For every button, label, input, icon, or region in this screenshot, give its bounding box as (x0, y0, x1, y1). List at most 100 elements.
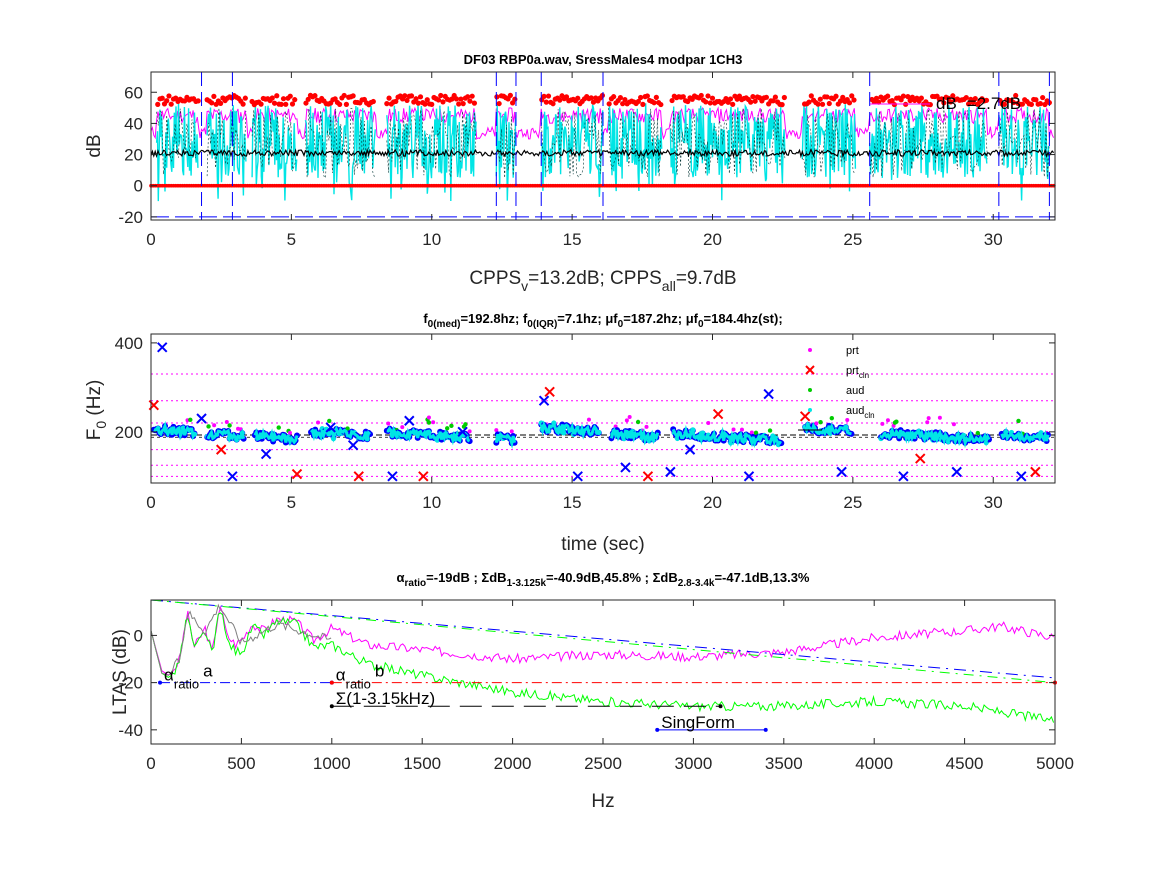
bottom-xtick-label: 2000 (494, 754, 532, 773)
f0-magenta-dot (814, 421, 819, 426)
red-energy-dot (819, 101, 826, 107)
f0-magenta-dot (386, 421, 391, 426)
red-energy-dot (705, 93, 711, 99)
f0-contour (206, 427, 246, 444)
red-energy-dot (240, 101, 246, 107)
f0-magenta-dot (467, 429, 472, 434)
legend-marker-dot (808, 408, 812, 412)
f0-magenta-dot (845, 418, 850, 423)
middle-panel-ylabel-post: (Hz) (84, 380, 105, 421)
middle-ytick-label: 200 (115, 423, 143, 442)
f0-outlier-x (215, 444, 227, 455)
red-energy-dot (303, 100, 309, 106)
cyan-cpp-trace (607, 103, 663, 192)
red-energy-dot (274, 93, 280, 99)
title-part: =-19dB ; ΣdB (426, 570, 506, 585)
f0-outlier-x (743, 471, 755, 482)
red-energy-dot (1010, 99, 1017, 106)
red-energy-dot (557, 97, 563, 103)
red-energy-dot (469, 93, 475, 99)
red-energy-dot (269, 95, 275, 101)
legend-marker-x (805, 365, 815, 375)
f0-green-dot (767, 428, 773, 433)
red-energy-dot (218, 100, 224, 106)
red-energy-dot (283, 101, 289, 107)
red-energy-dot (424, 97, 430, 103)
f0-contour (153, 420, 196, 441)
red-energy-dot (752, 98, 758, 104)
red-energy-dot (312, 93, 318, 99)
cyan-cpp-dashed (206, 107, 247, 177)
f0-green-dot (753, 430, 759, 436)
red-energy-dot (638, 94, 644, 101)
middle-xtick-label: 15 (563, 493, 582, 512)
ltas-annotation-suffix: b (375, 662, 384, 681)
cyan-cpp-trace (801, 103, 857, 192)
red-energy-dot (415, 100, 421, 106)
red-energy-dot (849, 93, 855, 99)
f0-contour (309, 425, 372, 443)
middle-panel-ylabel-main: F (84, 429, 105, 441)
bottom-panel-plot-area (150, 599, 1057, 732)
f0-outlier-x (260, 448, 272, 460)
top-xtick-label: 15 (563, 230, 582, 249)
red-energy-dot (168, 101, 174, 107)
bottom-xtick-label: 1500 (403, 754, 441, 773)
f0-magenta-dot (494, 428, 499, 433)
cyan-cpp-trace (386, 103, 477, 202)
middle-xtick-label: 30 (984, 493, 1003, 512)
f0-magenta-dot (880, 421, 885, 426)
f0-contour (609, 426, 660, 446)
ltas-annotation-sub: ratio (174, 677, 199, 692)
top-xtick-label: 10 (422, 230, 441, 249)
red-energy-dot (1037, 101, 1044, 107)
ltas-annotation-singform: SingForm (661, 713, 735, 732)
f0-magenta-dot (212, 423, 217, 428)
bottom-xtick-label: 4000 (855, 754, 893, 773)
f0-outlier-x (799, 411, 811, 422)
top-ytick-label: 60 (124, 83, 143, 102)
red-energy-dot (1019, 101, 1026, 107)
f0-outlier-x (227, 471, 238, 482)
red-energy-dot (833, 93, 839, 99)
red-energy-dot (343, 101, 349, 107)
f0-green-dot (444, 426, 450, 431)
red-energy-dot (905, 94, 911, 100)
f0-outlier-x (196, 413, 207, 424)
ltas-annotation-main: Σ(1-3.15kHz) (336, 689, 435, 708)
f0-outlier-x (915, 453, 926, 464)
red-energy-dot (590, 99, 597, 105)
title-part: 0(IQR) (527, 319, 557, 330)
f0-green-dot (894, 419, 899, 424)
red-energy-dot (341, 92, 347, 99)
f0-green-dot (463, 422, 468, 427)
f0-contour (253, 427, 299, 447)
ltas-regression-line (150, 599, 1056, 679)
title-part: 0 (698, 319, 704, 330)
f0-outlier-x (544, 386, 555, 398)
ltas-spectrum-line (150, 603, 332, 676)
f0-outlier-x (353, 471, 364, 482)
red-energy-dot (781, 94, 787, 101)
f0-green-dot (426, 420, 432, 425)
bottom-panel-ltas: αratio=-19dB ; ΣdB1-3.125k=-40.9dB,45.8%… (110, 570, 1074, 812)
red-energy-dot (575, 95, 581, 101)
middle-xtick-label: 20 (703, 493, 722, 512)
red-energy-dot (941, 100, 947, 106)
red-energy-dot (435, 97, 442, 103)
f0-magenta-dot (400, 425, 405, 430)
f0-magenta-dot (731, 427, 736, 432)
top-panel-title: DF03 RBP0a.wav, SressMales4 modpar 1CH3 (464, 52, 743, 67)
top-ytick-label: 20 (124, 146, 143, 165)
f0-outlier-x (665, 466, 676, 478)
red-energy-dot (280, 96, 287, 102)
red-energy-dot (599, 92, 606, 99)
top-panel-annotation-value: =2.7dB (967, 94, 1021, 113)
top-xtick-label: 30 (984, 230, 1003, 249)
red-energy-dot (840, 94, 846, 100)
middle-panel-axes-box (150, 333, 1056, 484)
f0-outlier-x (620, 462, 631, 473)
middle-ytick-label: 400 (115, 334, 143, 353)
middle-xtick-label: 0 (146, 493, 155, 512)
